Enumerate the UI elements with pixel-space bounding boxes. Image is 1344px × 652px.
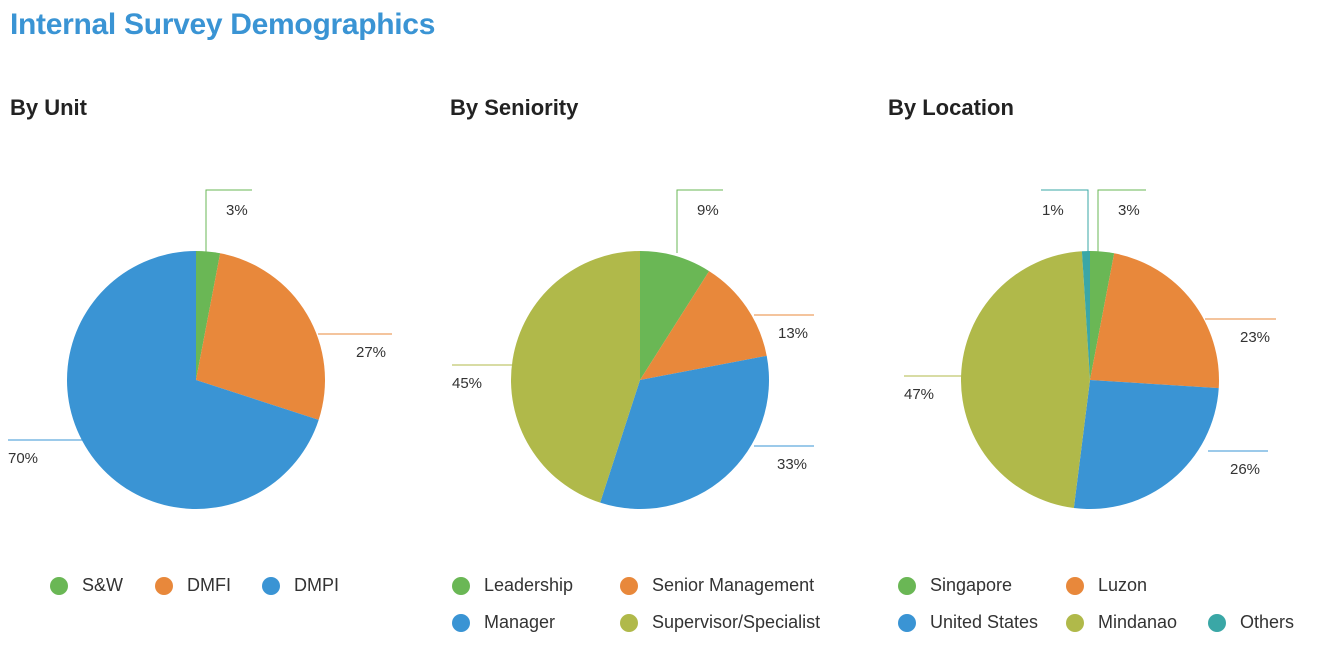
legend-swatch [1208, 613, 1226, 632]
pie-slice-dmfi [196, 253, 325, 420]
legend-item: Leadership [452, 575, 573, 596]
pie-chart-by-location: 3% 23% 26% 47% 1% [904, 189, 1276, 509]
pie-slice-united-states [1073, 380, 1219, 509]
data-label: 23% [1240, 329, 1270, 346]
data-label: 70% [8, 450, 38, 467]
legend-swatch [620, 613, 638, 632]
legend-item: United States [898, 612, 1038, 633]
legend-swatch [50, 576, 68, 595]
callout-line [1097, 189, 1146, 253]
legend-item: Mindanao [1066, 612, 1177, 633]
legend-by-location: Singapore Luzon United States Mindanao Other… [878, 575, 1318, 645]
legend-swatch [898, 576, 916, 595]
legend-swatch [1066, 576, 1084, 595]
legend-label: Leadership [484, 575, 574, 595]
pie-slice-singapore [1090, 251, 1115, 380]
legend-swatch [898, 613, 916, 632]
pie-slice-others [1081, 251, 1090, 380]
pie-slice-manager [600, 355, 769, 510]
legend-item: S&W [50, 575, 123, 596]
pie-slice-supervisor-specialist [511, 251, 640, 503]
pie-chart-by-seniority: 9% 13% 33% 45% [452, 189, 814, 510]
data-label: 3% [226, 202, 248, 219]
legend-label: DMFI [187, 575, 231, 595]
pie-chart-by-unit: 3% 27% 70% [8, 189, 392, 509]
data-label: 3% [1118, 202, 1140, 219]
pie-slice-senior-management [640, 271, 767, 380]
legend-label: Others [1240, 612, 1295, 632]
legend-item: DMPI [262, 575, 339, 596]
legend-by-unit: S&W DMFI DMPI [0, 575, 440, 645]
chart-by-seniority: By Seniority 9% 13% 33% 45% Leadership Senio… [440, 0, 880, 652]
callout-line [1041, 189, 1089, 253]
legend-by-seniority: Leadership Senior Management Manager Superv… [440, 575, 880, 645]
chart-title: By Location [888, 95, 1014, 120]
legend-item: Supervisor/Specialist [620, 612, 820, 633]
legend-label: Supervisor/Specialist [652, 612, 821, 632]
callout-line [205, 189, 252, 253]
legend-item: DMFI [155, 575, 231, 596]
pie-slice-luzon [1090, 253, 1219, 389]
legend-item: Luzon [1066, 575, 1147, 596]
legend-swatch [262, 576, 280, 595]
pie-slice-dmpi [66, 251, 319, 509]
data-label: 45% [452, 375, 482, 392]
data-label: 27% [356, 344, 386, 361]
legend-swatch [155, 576, 173, 595]
chart-title: By Unit [10, 95, 87, 120]
chart-title: By Seniority [450, 95, 579, 120]
legend-item: Others [1208, 612, 1294, 633]
legend-label: Senior Management [652, 575, 815, 595]
legend-label: Luzon [1098, 575, 1148, 595]
legend-label: DMPI [294, 575, 339, 595]
legend-swatch [452, 613, 470, 632]
chart-by-location: By Location 3% 23% 26% 47% 1% Singapore Luzon… [878, 0, 1318, 652]
data-label: 26% [1230, 461, 1260, 478]
data-label: 13% [778, 325, 808, 342]
data-label: 9% [697, 202, 719, 219]
page-title: Internal Survey Demographics [10, 8, 436, 41]
legend-label: S&W [82, 575, 124, 595]
legend-item: Manager [452, 612, 555, 633]
legend-item: Senior Management [620, 575, 814, 596]
pie-slice-s-w [196, 251, 221, 380]
pie-slice-leadership [640, 251, 710, 380]
legend-label: Singapore [930, 575, 1013, 595]
legend-label: Manager [484, 612, 556, 632]
legend-label: United States [930, 612, 1039, 632]
legend-item: Singapore [898, 575, 1012, 596]
data-label: 33% [777, 456, 807, 473]
legend-swatch [452, 576, 470, 595]
legend-swatch [1066, 613, 1084, 632]
data-label: 47% [904, 386, 934, 403]
data-label: 1% [1042, 202, 1064, 219]
legend-label: Mindanao [1098, 612, 1178, 632]
legend-swatch [620, 576, 638, 595]
callout-line [676, 189, 723, 253]
chart-by-unit: By Unit 3% 27% 70% S&W DMFI DMPI [0, 0, 440, 652]
pie-slice-mindanao [961, 251, 1090, 508]
